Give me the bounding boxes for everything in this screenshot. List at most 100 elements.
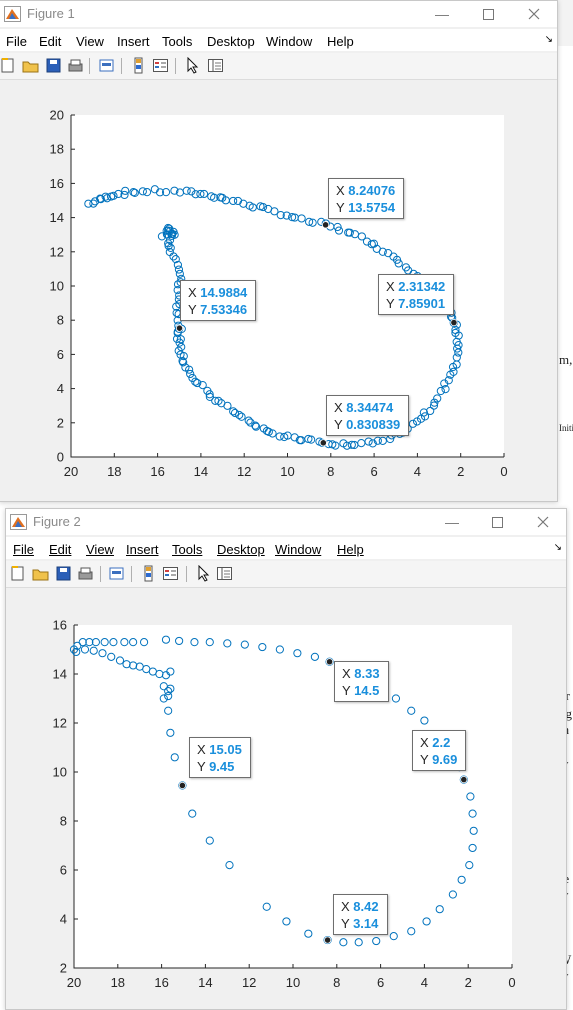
legend-icon[interactable] [162,565,179,582]
plot-axes[interactable] [74,625,512,968]
data-point [258,642,267,652]
data-point [205,638,214,647]
link-plot-icon[interactable] [98,57,115,74]
data-point [304,929,313,938]
edit-plot-arrow-icon[interactable] [184,56,201,74]
data-point [190,638,199,647]
maximize-button[interactable] [465,1,511,27]
link-plot-icon[interactable] [108,565,125,582]
menu-file[interactable]: File [13,542,34,557]
minimize-button[interactable]: — [445,514,459,530]
menu-desktop[interactable]: Desktop [207,34,255,49]
datatip[interactable]: X 8.24076 Y 13.5754 [328,178,405,219]
data-point [120,638,129,647]
datatip-marker[interactable] [324,936,332,944]
maximize-button[interactable] [474,509,520,535]
datatip-x-row: X 8.24076 [336,183,396,198]
datatip[interactable]: X 2.31342 Y 7.85901 [378,274,455,315]
y-tick-label: 4 [57,381,64,396]
datatip[interactable]: X 14.9884 Y 7.53346 [180,280,257,321]
property-inspector-icon[interactable] [216,565,233,582]
menu-insert[interactable]: Insert [117,34,150,49]
menu-dock-arrow-icon[interactable]: ↘ [544,34,553,45]
maximize-icon [491,516,503,528]
menu-file[interactable]: File [6,34,27,49]
menu-help[interactable]: Help [337,542,364,557]
save-icon[interactable] [55,565,72,582]
save-icon[interactable] [45,57,62,74]
data-point [350,230,360,239]
datatip[interactable]: X 15.05 Y 9.45 [189,737,251,778]
data-point [454,348,463,357]
print-icon[interactable] [77,565,94,582]
data-point [354,938,363,947]
menu-desktop[interactable]: Desktop [217,542,265,557]
new-figure-icon[interactable] [0,57,16,74]
open-file-icon[interactable] [32,565,49,582]
data-point [157,232,167,241]
data-point [182,186,191,195]
minimize-button[interactable]: — [435,6,449,22]
datatip[interactable]: X 8.34474 Y 0.830839 [326,395,410,436]
close-button[interactable] [511,1,557,27]
y-tick-label: 10 [53,765,67,780]
datatip-marker[interactable] [325,658,334,666]
menu-insert[interactable]: Insert [126,542,159,557]
edit-plot-arrow-icon[interactable] [195,564,212,582]
menu-tools[interactable]: Tools [162,34,193,49]
data-point [308,218,317,227]
toolbar-separator [175,58,176,74]
menu-edit[interactable]: Edit [49,542,72,557]
datatip-marker[interactable] [321,221,330,229]
datatip-marker[interactable] [178,781,187,790]
legend-icon[interactable] [152,57,169,74]
menu-window[interactable]: Window [275,542,322,557]
menu-dock-arrow-icon[interactable]: ↘ [553,542,562,553]
data-point [364,437,373,446]
print-icon[interactable] [67,57,84,74]
data-point [89,646,98,655]
close-button[interactable] [520,509,566,535]
datatip-y-value: 0.830839 [346,417,401,432]
data-point [276,211,285,220]
datatip[interactable]: X 8.33 Y 14.5 [334,661,389,702]
toolbar-separator [131,566,132,582]
datatip[interactable]: X 8.42 Y 3.14 [333,894,388,935]
menu-edit[interactable]: Edit [39,34,62,49]
data-point [248,203,257,212]
datatip-x-value: 14.9884 [200,285,248,300]
datatip-y-row: Y 0.830839 [334,417,401,432]
datatip-x-value: 8.33 [354,666,380,681]
menu-tools[interactable]: Tools [172,542,203,557]
datatip-marker[interactable] [175,324,184,332]
data-point [440,379,449,388]
data-point [251,422,261,431]
data-point [166,728,175,737]
data-point [297,214,306,223]
data-point [435,905,444,914]
data-point [446,370,455,379]
axis-lines [73,625,512,969]
datatip-marker[interactable] [319,439,327,447]
property-inspector-icon[interactable] [207,57,224,74]
data-point [416,414,426,423]
data-point [170,753,179,762]
datatip-marker[interactable] [450,319,458,327]
datatip[interactable]: X 2.2 Y 9.69 [412,730,467,771]
data-point [468,843,477,853]
colorbar-icon[interactable] [130,57,147,74]
data-point [282,917,291,926]
datatip-x-row: X 8.42 [341,899,379,914]
data-point [193,378,202,388]
menu-help[interactable]: Help [327,34,354,49]
data-point [161,671,171,680]
x-tick-label: 18 [111,975,125,990]
menu-window[interactable]: Window [266,34,313,49]
colorbar-icon[interactable] [140,565,157,582]
menu-view[interactable]: View [76,34,104,49]
open-file-icon[interactable] [22,57,39,74]
datatip-marker[interactable] [460,775,468,784]
new-figure-icon[interactable] [9,565,26,582]
menu-view[interactable]: View [86,542,114,557]
